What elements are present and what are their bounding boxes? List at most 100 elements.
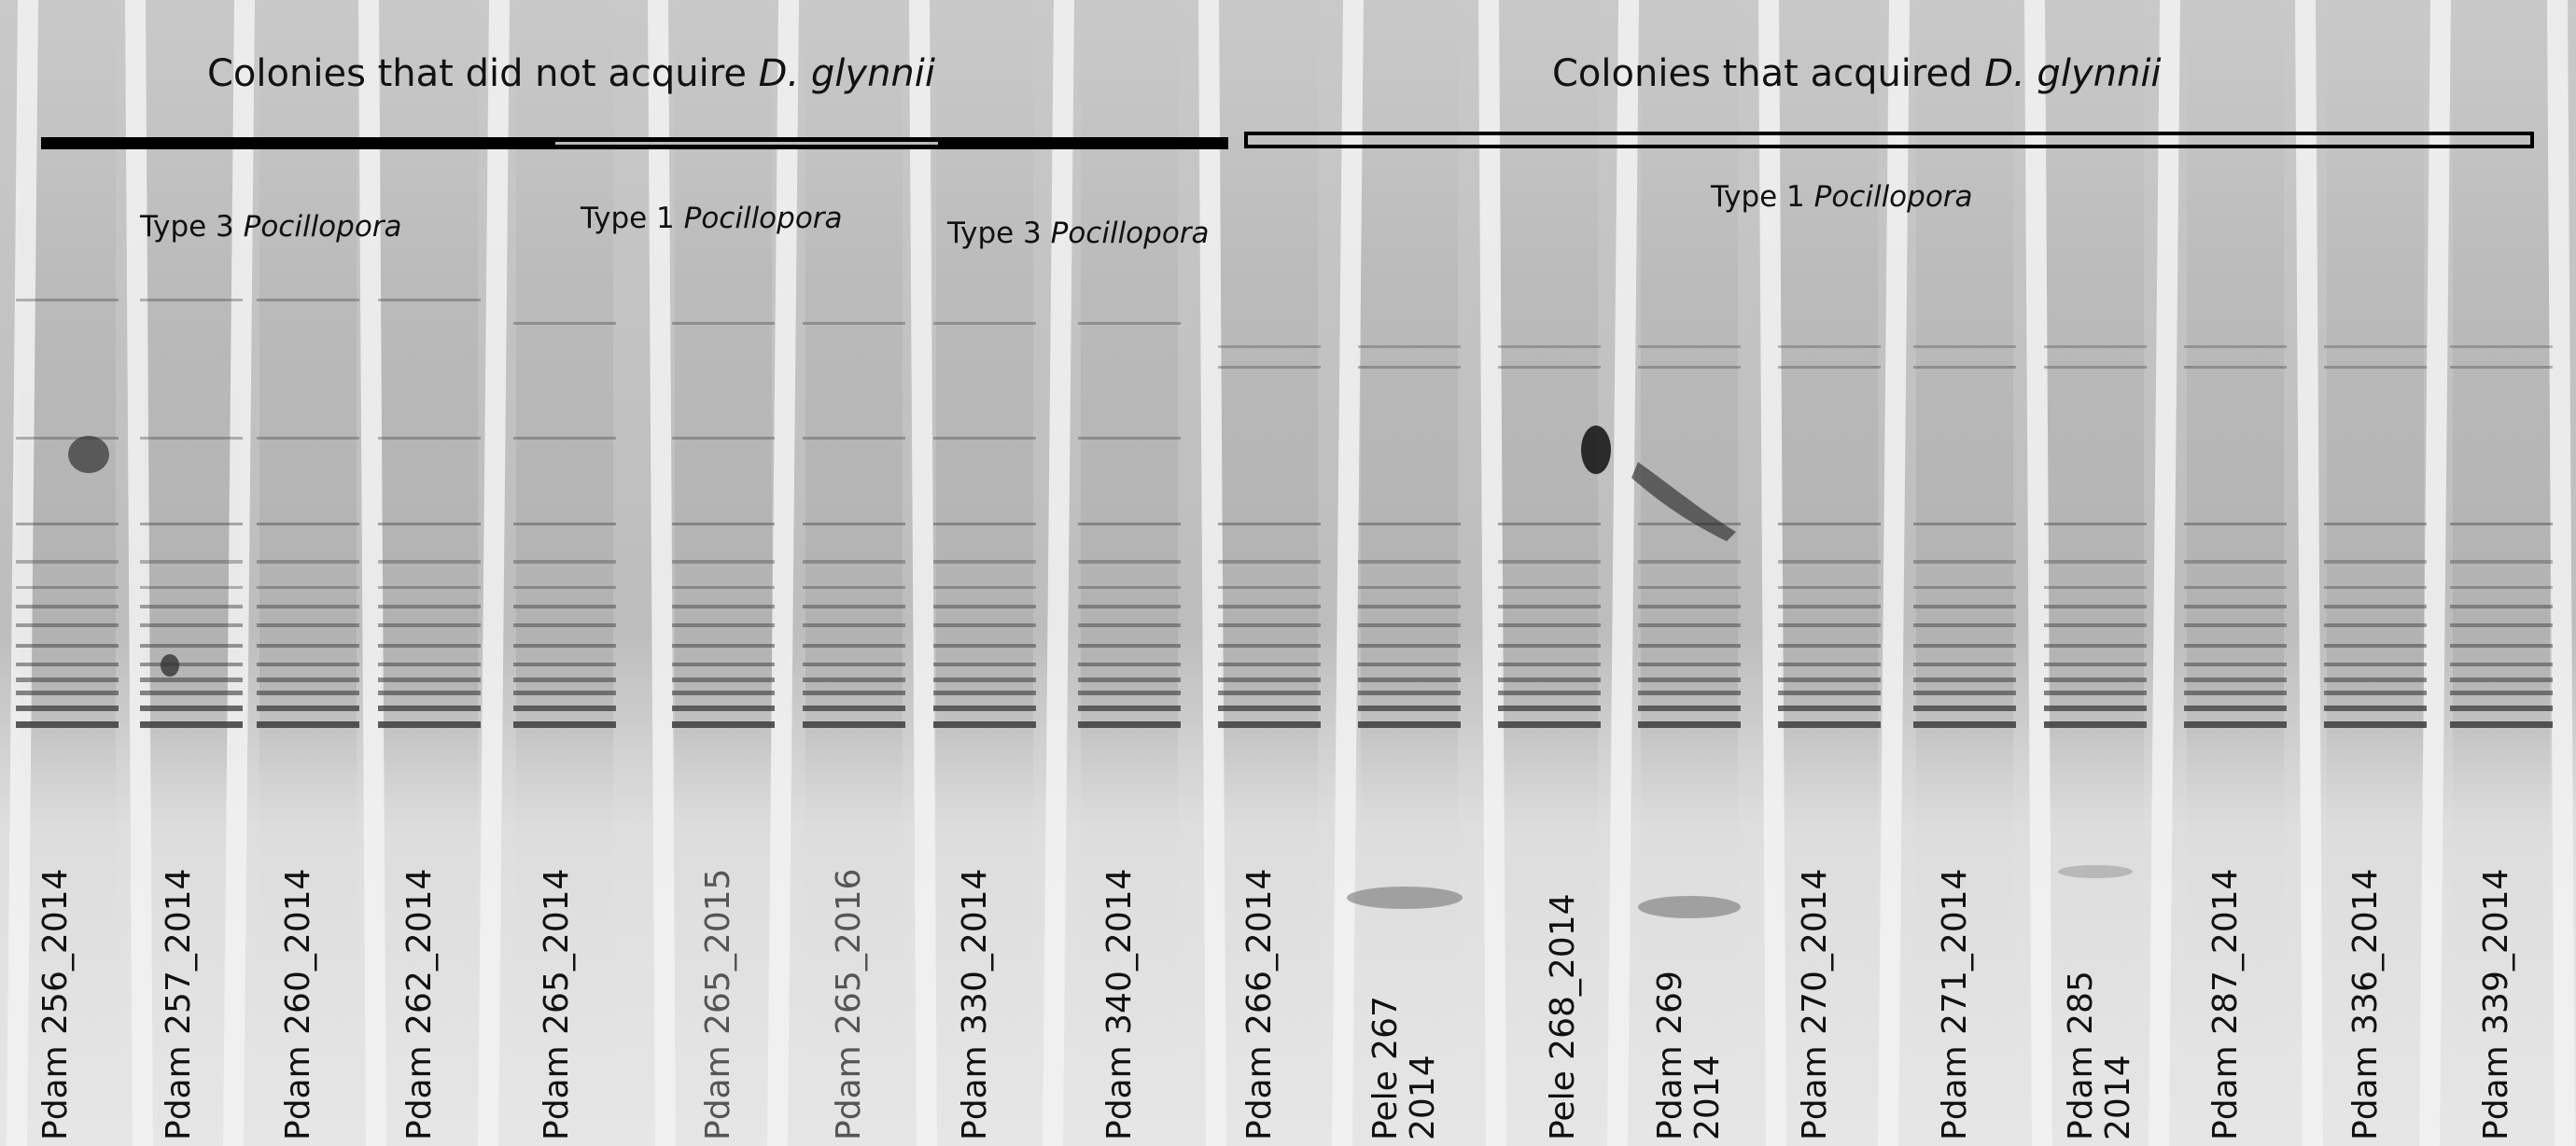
gel-band xyxy=(803,691,905,695)
well-streak xyxy=(358,0,386,1146)
gel-lane xyxy=(675,0,772,1146)
gel-band xyxy=(2450,644,2553,648)
lane-label-line2: 2014 xyxy=(1404,1055,1442,1140)
gel-band xyxy=(2450,560,2553,564)
gel-band xyxy=(378,299,481,301)
gel-lane xyxy=(1501,0,1598,1146)
gel-band xyxy=(1218,691,1321,695)
lane-label: Pdam 266_2014 xyxy=(1240,869,1279,1140)
gel-band xyxy=(140,678,243,682)
gel-band xyxy=(1913,623,2016,627)
lane-label-line1: Pdam 287_2014 xyxy=(2206,868,2245,1140)
gel-band xyxy=(1778,366,1881,369)
lane-label: Pdam 265_2015 xyxy=(699,869,737,1140)
gel-band xyxy=(1778,586,1881,589)
gel-band xyxy=(140,623,243,627)
gel-band xyxy=(2450,691,2553,695)
gel-band xyxy=(1778,623,1881,627)
gel-band xyxy=(2044,644,2147,648)
gel-band xyxy=(933,437,1036,440)
gel-band xyxy=(257,586,359,589)
gel-band xyxy=(2044,560,2147,564)
gel-band xyxy=(1778,706,1881,711)
gel-band xyxy=(1078,523,1181,525)
gel-band xyxy=(513,623,616,627)
gel-band xyxy=(1218,706,1321,711)
gel-lane xyxy=(1781,0,1878,1146)
gel-band xyxy=(1078,586,1181,589)
gel-band xyxy=(16,644,119,648)
well-streak xyxy=(1607,0,1639,1146)
gel-band xyxy=(1913,644,2016,648)
gel-lanes xyxy=(19,0,2550,1146)
gel-band xyxy=(513,644,616,648)
well-streak xyxy=(2419,0,2451,1146)
gel-band xyxy=(513,322,616,325)
type-prefix: Type 1 xyxy=(581,202,684,235)
genus-name: Pocillopora xyxy=(243,210,402,244)
gel-band xyxy=(2044,605,2147,608)
gel-band xyxy=(16,691,119,695)
well-streak xyxy=(223,0,255,1146)
acquired-bar-outline xyxy=(1244,132,2534,148)
gel-lane xyxy=(1361,0,1458,1146)
gel-band xyxy=(672,706,775,711)
gel-band xyxy=(1078,605,1181,608)
gel-band xyxy=(1638,663,1741,666)
gel-lane xyxy=(1641,0,1738,1146)
gel-band xyxy=(1778,721,1881,728)
gel-band xyxy=(2324,706,2427,711)
gel-band xyxy=(2184,678,2287,682)
lane-label: Pdam 271_2014 xyxy=(1936,869,1974,1140)
gel-band xyxy=(257,678,359,682)
gel-band xyxy=(1638,644,1741,648)
gel-band xyxy=(1358,644,1461,648)
type-prefix: Type 3 xyxy=(140,210,244,244)
gel-band xyxy=(378,437,481,440)
gel-band xyxy=(1498,706,1601,711)
gel-band xyxy=(672,623,775,627)
gel-band xyxy=(2450,706,2553,711)
gel-band xyxy=(672,322,775,325)
gel-band xyxy=(2184,560,2287,564)
gel-band xyxy=(2450,345,2553,348)
genus-name: Pocillopora xyxy=(683,202,843,235)
well-streak xyxy=(7,0,38,1146)
gel-band xyxy=(1358,663,1461,666)
gel-band xyxy=(513,721,616,728)
well-streak xyxy=(767,0,799,1146)
gel-band xyxy=(803,644,905,648)
lane-label: Pdam 269 2014 xyxy=(1651,971,1727,1140)
lane-label: Pdam 336_2014 xyxy=(2346,869,2385,1140)
gel-band xyxy=(2324,560,2427,564)
gel-band xyxy=(1638,560,1741,564)
gel-band xyxy=(1498,623,1601,627)
group-header-text: Colonies that acquired xyxy=(1552,52,1985,95)
lane-label-line1: Pdam 270_2014 xyxy=(1796,868,1834,1140)
gel-band xyxy=(803,623,905,627)
gel-band xyxy=(1498,663,1601,666)
gel-band xyxy=(16,560,119,564)
well-streak xyxy=(2295,0,2323,1146)
gel-band xyxy=(513,560,616,564)
gel-band xyxy=(803,523,905,525)
lane-label: Pdam 339_2014 xyxy=(2477,869,2515,1140)
gel-band xyxy=(1358,691,1461,695)
gel-band xyxy=(1218,560,1321,564)
gel-band xyxy=(1778,691,1881,695)
gel-lane xyxy=(2453,0,2550,1146)
gel-band xyxy=(2450,366,2553,369)
gel-band xyxy=(1358,560,1461,564)
gel-band xyxy=(1078,437,1181,440)
gel-band xyxy=(257,623,359,627)
gel-band xyxy=(933,691,1036,695)
gel-band xyxy=(1078,721,1181,728)
gel-band xyxy=(1078,691,1181,695)
gel-lane xyxy=(2327,0,2424,1146)
lane-label-line1: Pdam 260_2014 xyxy=(279,868,317,1140)
gel-band xyxy=(672,691,775,695)
gel-band xyxy=(2324,691,2427,695)
gel-band xyxy=(16,586,119,589)
gel-band xyxy=(2450,605,2553,608)
gel-band xyxy=(378,605,481,608)
